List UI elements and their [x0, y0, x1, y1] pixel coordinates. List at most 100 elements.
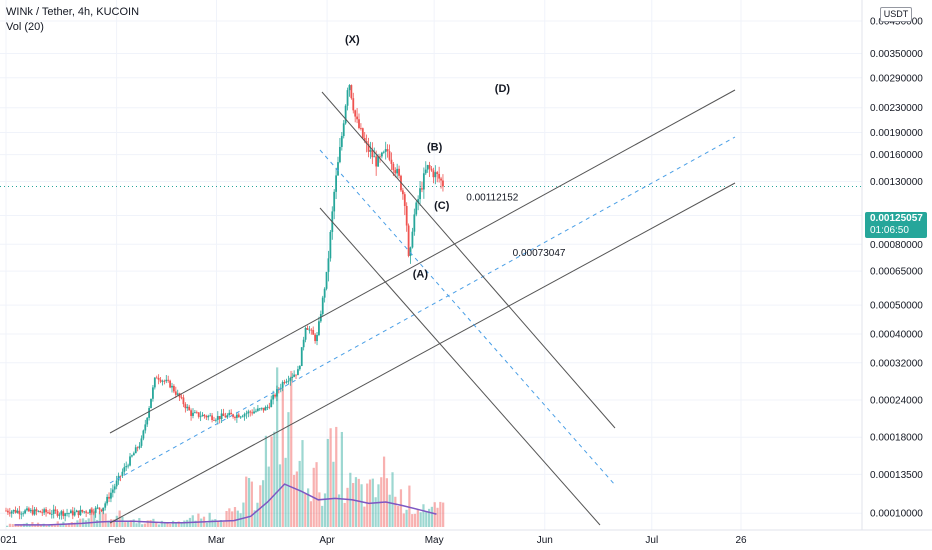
- volume-indicator-label[interactable]: Vol (20): [6, 21, 44, 33]
- channel-upper-line[interactable]: [109, 89, 736, 434]
- volume-bar: [143, 523, 147, 527]
- candle-body: [392, 163, 395, 171]
- candle-body: [220, 413, 223, 420]
- candle-body: [119, 475, 122, 477]
- candle-body: [417, 199, 420, 203]
- volume-bar: [278, 464, 282, 527]
- volume-bar: [256, 502, 259, 527]
- candle-body: [298, 366, 301, 370]
- candle-body: [274, 394, 276, 397]
- volume-bar: [228, 508, 231, 527]
- candle-body: [329, 231, 332, 259]
- falling-lower-line[interactable]: [319, 207, 601, 526]
- candle-body: [260, 407, 263, 409]
- candle-body: [222, 413, 225, 416]
- falling-median-line[interactable]: [319, 149, 616, 486]
- candles: [5, 84, 444, 522]
- volume-bar: [273, 431, 276, 527]
- volume-bar: [346, 487, 349, 527]
- candle-body: [47, 512, 49, 514]
- wave-label: (B): [427, 142, 443, 154]
- time-axis[interactable]: 2021 Feb Mar Apr May Jun Jul 26: [0, 535, 747, 546]
- candle-body: [415, 202, 418, 215]
- candle-body: [89, 509, 91, 514]
- volume-bar: [59, 523, 62, 527]
- volume-bar: [98, 511, 102, 527]
- volume-bar: [337, 494, 341, 527]
- volume-bar: [138, 518, 141, 527]
- candle-body: [92, 512, 95, 514]
- volume-bar: [34, 525, 37, 527]
- volume-bar: [205, 522, 208, 527]
- volume-bar: [304, 493, 307, 527]
- candle-body: [316, 334, 318, 342]
- volume-bar: [20, 524, 23, 527]
- symbol-title[interactable]: WINk / Tether, 4h, KUCOIN: [6, 6, 140, 18]
- volume-bar: [357, 478, 360, 527]
- candle-body: [152, 387, 154, 399]
- volume-bar: [259, 485, 262, 527]
- volume-bar: [6, 525, 9, 527]
- price-axis[interactable]: 0.005500000.004500000.003500000.00290000…: [870, 0, 923, 520]
- candle-body: [12, 509, 15, 512]
- candle-body: [241, 416, 244, 418]
- candle-body: [165, 379, 168, 382]
- candle-body: [409, 247, 412, 256]
- candle-body: [380, 152, 383, 157]
- volume-bar: [405, 509, 408, 527]
- candle-body: [216, 416, 219, 420]
- candle-body: [60, 511, 63, 515]
- candle-body: [33, 509, 36, 515]
- candle-body: [360, 128, 362, 129]
- candle-body: [352, 98, 355, 111]
- candle-body: [27, 508, 30, 512]
- candle-body: [384, 149, 387, 152]
- candle-body: [180, 397, 183, 399]
- volume-bar: [135, 523, 138, 527]
- candle-body: [94, 507, 97, 513]
- candle-body: [125, 466, 128, 468]
- candle-body: [422, 173, 425, 190]
- volume-bar: [146, 520, 149, 527]
- candle-body: [235, 414, 238, 418]
- volume-bar: [301, 440, 304, 527]
- volume-bar: [245, 476, 248, 527]
- candle-body: [144, 424, 147, 431]
- candle-body: [421, 188, 423, 190]
- channel-median-line[interactable]: [109, 136, 736, 484]
- volume-bar: [211, 519, 214, 527]
- volume-bar: [250, 481, 253, 527]
- candle-body: [167, 379, 170, 381]
- candle-body: [146, 417, 149, 425]
- candle-body: [186, 406, 189, 409]
- volume-bar: [439, 501, 442, 527]
- candle-body: [18, 510, 21, 515]
- volume-bar: [200, 518, 203, 527]
- volume-bar: [382, 456, 386, 527]
- falling-upper-line[interactable]: [321, 91, 616, 429]
- candle-body: [68, 513, 70, 515]
- currency-unit-button[interactable]: USDT: [880, 7, 912, 22]
- candle-body: [79, 509, 82, 516]
- candle-body: [430, 168, 433, 171]
- candle-body: [300, 347, 303, 367]
- candle-body: [7, 510, 9, 513]
- candle-body: [62, 511, 65, 517]
- time-tick-label: 2021: [0, 535, 18, 546]
- candle-body: [98, 507, 101, 510]
- price-tick-label: 0.00024000: [870, 396, 923, 407]
- channel-lower-line[interactable]: [109, 182, 736, 524]
- pitchfork-drawing[interactable]: [109, 89, 736, 526]
- candle-body: [37, 510, 40, 512]
- volume-bar: [157, 524, 161, 527]
- candle-body: [325, 271, 328, 289]
- candle-body: [22, 513, 25, 515]
- volume-bar: [298, 460, 301, 527]
- candle-body: [184, 404, 187, 409]
- candle-body: [176, 393, 179, 395]
- candle-body: [312, 330, 315, 335]
- candle-body: [308, 329, 311, 331]
- volume-bar: [65, 523, 68, 527]
- volume-bar: [67, 523, 71, 527]
